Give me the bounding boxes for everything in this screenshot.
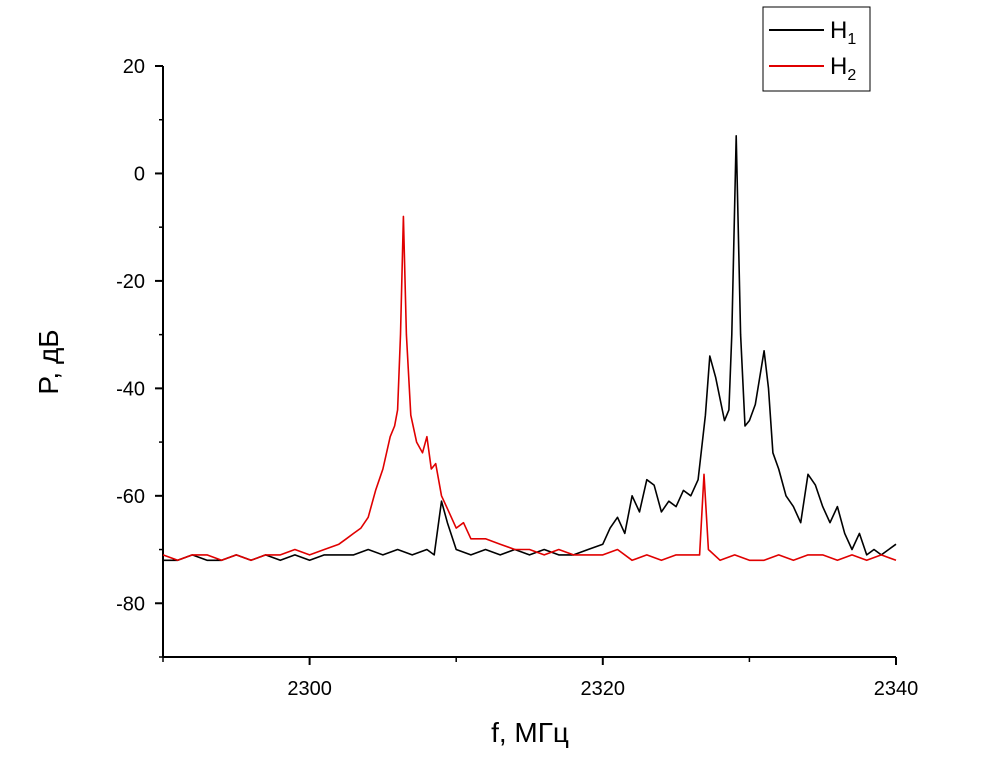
- x-axis-title: f, МГц: [491, 717, 569, 748]
- y-tick-label: 0: [134, 163, 145, 185]
- legend-label-h1-name: H: [830, 17, 847, 44]
- legend-label-h2-name: H: [830, 53, 847, 80]
- legend-label-h1-subscript: 1: [847, 31, 856, 48]
- legend-label-h1: H1: [830, 17, 856, 48]
- y-tick-label: 20: [123, 56, 145, 78]
- series-line-h2: [162, 215, 897, 562]
- legend-label-h2-subscript: 2: [847, 67, 856, 84]
- legend-box: [762, 6, 871, 92]
- series-layer: [162, 135, 897, 562]
- y-tick-label: -80: [116, 593, 145, 615]
- x-tick-label: 2320: [581, 678, 626, 700]
- y-axis-title: P, дБ: [33, 329, 64, 394]
- y-ticks: 20 0 -20 -40 -60 -80: [116, 56, 163, 658]
- legend: H1 H2: [762, 6, 871, 92]
- x-ticks: 2300 2320 2340: [162, 657, 919, 700]
- y-tick-label: -40: [116, 378, 145, 400]
- series-line-h1: [163, 135, 897, 562]
- y-tick-label: -20: [116, 271, 145, 293]
- x-tick-label: 2300: [287, 678, 332, 700]
- legend-label-h2: H2: [830, 53, 856, 84]
- x-tick-label: 2340: [874, 678, 919, 700]
- y-tick-label: -60: [116, 486, 145, 508]
